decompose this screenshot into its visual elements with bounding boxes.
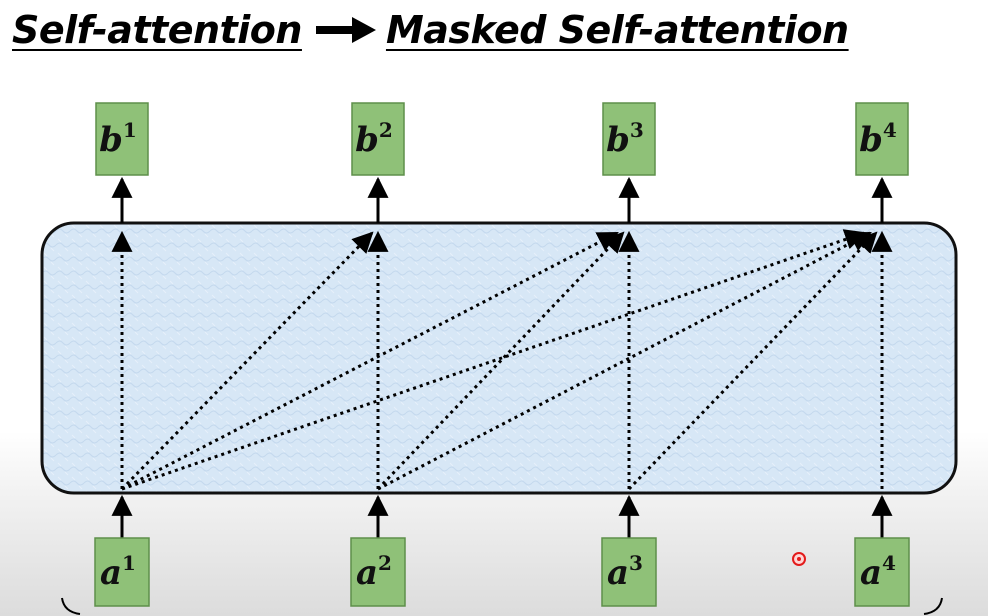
output-node-label: b2 — [355, 118, 393, 160]
output-node-label: b4 — [859, 118, 897, 160]
input-label-superscript: 4 — [882, 551, 896, 575]
output-label-base: b — [355, 120, 379, 160]
input-label-base: a — [607, 553, 629, 593]
slide-title: Self-attention Masked Self-attention — [12, 6, 849, 54]
output-node-1: b1 — [95, 102, 149, 176]
output-node-box — [95, 102, 149, 176]
attention-connection-1-to-4 — [121, 229, 866, 491]
output-node-4: b4 — [855, 102, 909, 176]
input-label-base: a — [860, 553, 882, 593]
output-node-2: b2 — [351, 102, 405, 176]
output-label-superscript: 2 — [379, 118, 393, 142]
input-node-label: a3 — [607, 551, 643, 593]
output-label-base: b — [606, 120, 630, 160]
input-node-label: a4 — [860, 551, 896, 593]
output-label-base: b — [859, 120, 883, 160]
input-label-superscript: 2 — [378, 551, 392, 575]
attention-connection-2-to-3 — [376, 231, 625, 491]
title-self-attention: Self-attention — [12, 8, 302, 52]
input-node-label: a1 — [100, 551, 136, 593]
output-node-box — [602, 102, 656, 176]
solid-arrows-layer — [111, 176, 893, 538]
attention-connection-2-to-4 — [377, 231, 872, 491]
input-node-box — [350, 537, 406, 607]
title-masked-self-attention: Masked Self-attention — [385, 8, 849, 52]
output-node-label: b3 — [606, 118, 644, 160]
input-node-3: a3 — [601, 537, 657, 607]
input-node-box — [94, 537, 150, 607]
input-node-box — [854, 537, 910, 607]
output-node-3: b3 — [602, 102, 656, 176]
input-node-1: a1 — [94, 537, 150, 607]
output-node-box — [351, 102, 405, 176]
input-label-superscript: 3 — [629, 551, 643, 575]
output-node-label: b1 — [99, 118, 137, 160]
input-node-2: a2 — [350, 537, 406, 607]
attention-connection-3-to-4 — [627, 231, 878, 491]
input-label-base: a — [356, 553, 378, 593]
right-arrow-icon — [315, 8, 376, 52]
input-node-4: a4 — [854, 537, 910, 607]
input-label-superscript: 1 — [122, 551, 136, 575]
attention-connection-1-to-3 — [121, 231, 619, 491]
output-label-superscript: 1 — [123, 118, 137, 142]
connections-layer — [111, 229, 893, 491]
output-node-box — [855, 102, 909, 176]
output-label-superscript: 4 — [883, 118, 897, 142]
input-node-label: a2 — [356, 551, 392, 593]
output-label-base: b — [99, 120, 123, 160]
input-node-box — [601, 537, 657, 607]
output-label-superscript: 3 — [630, 118, 644, 142]
bottom-brace — [61, 597, 943, 615]
input-label-base: a — [100, 553, 122, 593]
cursor-dot-icon — [792, 552, 806, 566]
